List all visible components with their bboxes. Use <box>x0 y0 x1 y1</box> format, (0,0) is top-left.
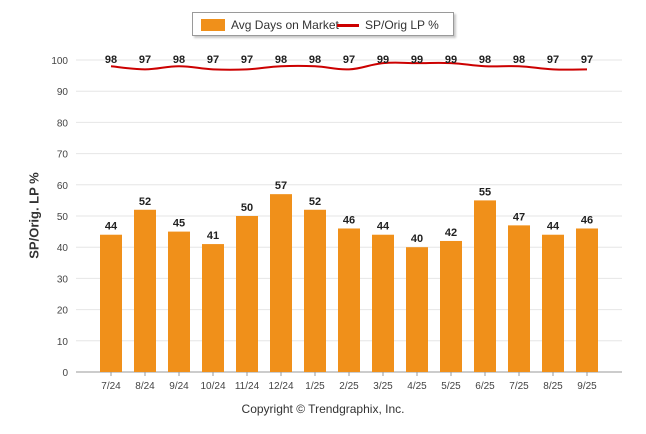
line-data-label: 97 <box>207 54 219 66</box>
line-data-label: 98 <box>173 54 185 66</box>
line-data-label: 97 <box>241 54 253 66</box>
bar <box>508 225 530 372</box>
line-data-label: 97 <box>547 54 559 66</box>
y-tick-label: 30 <box>57 274 69 285</box>
bar <box>440 240 462 372</box>
line-data-label: 98 <box>479 54 491 66</box>
bar-data-label: 57 <box>275 180 287 192</box>
bar-data-label: 46 <box>581 214 593 226</box>
x-tick-label: 4/25 <box>407 381 427 392</box>
bar-data-label: 44 <box>105 221 118 233</box>
bar-data-label: 41 <box>207 230 219 242</box>
x-tick-label: 9/24 <box>169 381 189 392</box>
bar <box>100 234 122 372</box>
bar <box>134 209 156 372</box>
x-tick-label: 10/24 <box>200 381 225 392</box>
x-tick-label: 6/25 <box>475 381 495 392</box>
copyright-text: Copyright © Trendgraphix, Inc. <box>241 402 405 416</box>
line-data-label: 99 <box>445 54 457 66</box>
x-tick-label: 1/25 <box>305 381 325 392</box>
bar <box>542 234 564 372</box>
legend-line-label: SP/Orig LP % <box>365 18 439 32</box>
bar-data-label: 44 <box>377 221 390 233</box>
x-tick-label: 5/25 <box>441 381 461 392</box>
x-tick-label: 9/25 <box>577 381 597 392</box>
line-series <box>110 61 588 71</box>
x-tick-label: 12/24 <box>268 381 293 392</box>
bar <box>338 228 360 372</box>
legend-line-swatch <box>337 23 359 27</box>
x-tick-label: 11/24 <box>235 381 260 392</box>
y-tick-label: 60 <box>57 181 69 192</box>
bar <box>168 231 190 372</box>
bar <box>406 247 428 372</box>
x-tick-label: 7/24 <box>101 381 121 392</box>
legend-item-bar[interactable]: Avg Days on Market <box>201 17 339 33</box>
bar <box>270 194 292 372</box>
bar <box>576 228 598 372</box>
bar <box>236 216 258 372</box>
bar-data-label: 45 <box>173 218 185 230</box>
x-tick-label: 3/25 <box>373 381 393 392</box>
line-data-label: 98 <box>309 54 321 66</box>
line-data-label: 98 <box>275 54 287 66</box>
y-tick-label: 90 <box>57 87 69 98</box>
bar <box>372 234 394 372</box>
bar-data-label: 52 <box>139 196 151 208</box>
y-tick-label: 40 <box>57 243 69 254</box>
line-data-label: 97 <box>581 54 593 66</box>
bar-data-label: 44 <box>547 221 560 233</box>
bar <box>474 200 496 372</box>
legend: Avg Days on Market SP/Orig LP % <box>192 12 454 36</box>
line-data-label: 99 <box>411 54 423 66</box>
y-tick-label: 50 <box>57 212 69 223</box>
x-tick-label: 2/25 <box>339 381 359 392</box>
bar-data-label: 50 <box>241 202 253 214</box>
x-tick-label: 7/25 <box>509 381 529 392</box>
bar <box>202 244 224 372</box>
y-tick-label: 100 <box>51 56 68 67</box>
y-tick-label: 0 <box>62 368 68 379</box>
line-data-label: 97 <box>343 54 355 66</box>
bar <box>304 209 326 372</box>
bar-data-label: 42 <box>445 227 457 239</box>
bar-data-label: 52 <box>309 196 321 208</box>
bar-data-label: 46 <box>343 214 355 226</box>
x-tick-label: 8/24 <box>135 381 155 392</box>
legend-bar-swatch <box>201 19 225 31</box>
line-data-label: 99 <box>377 54 389 66</box>
legend-item-line[interactable]: SP/Orig LP % <box>337 17 439 33</box>
line-data-label: 98 <box>105 54 117 66</box>
line-data-label: 98 <box>513 54 525 66</box>
y-tick-label: 80 <box>57 118 69 129</box>
bar-data-label: 40 <box>411 233 423 245</box>
bar-data-label: 55 <box>479 186 491 198</box>
bar-data-label: 47 <box>513 211 525 223</box>
y-tick-label: 70 <box>57 150 69 161</box>
x-tick-label: 8/25 <box>543 381 563 392</box>
line-data-label: 97 <box>139 54 151 66</box>
legend-bar-label: Avg Days on Market <box>231 18 339 32</box>
y-tick-label: 10 <box>57 337 69 348</box>
y-tick-label: 20 <box>57 306 69 317</box>
